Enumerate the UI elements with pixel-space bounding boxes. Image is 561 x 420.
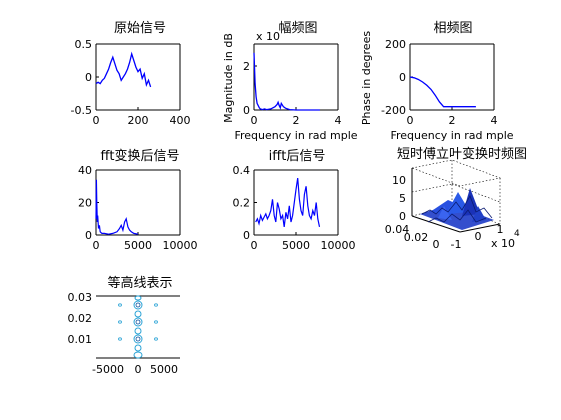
- y-tick-label: 0: [243, 229, 250, 242]
- ticks: [410, 76, 453, 110]
- z-tick-label: 0: [399, 210, 406, 223]
- y-tick-label: 0: [399, 71, 406, 84]
- y-tick-label: 0: [433, 238, 440, 251]
- x-tick-label: 2: [293, 114, 300, 127]
- chart-title: 短时傅立叶变换时频图: [397, 146, 527, 162]
- surface-mesh: [420, 188, 494, 230]
- ticks: [96, 43, 139, 110]
- y-tick-label: 0.4: [233, 164, 251, 177]
- chart-title: 幅频图: [278, 21, 317, 36]
- chart-title: 相频图: [433, 21, 472, 36]
- chart-title: 原始信号: [114, 21, 166, 36]
- subplot-phase: 相频图 Phase in degrees 200 0 -200 0 2 4 Fr…: [360, 21, 514, 142]
- exponent-power: 4: [514, 229, 520, 239]
- axes-frame: [409, 43, 495, 111]
- y-axis-label: Phase in degrees: [360, 31, 373, 125]
- x-tick-label: 1: [497, 223, 504, 236]
- y-tick-label: 0.01: [68, 333, 93, 346]
- y-axis-label: Magnitude in dB: [222, 33, 235, 123]
- x-tick-label: 0: [475, 230, 482, 243]
- y-tick-label: 20: [78, 197, 92, 210]
- y-tick-label: 0.02: [404, 231, 429, 244]
- y-tick-label: 200: [385, 38, 406, 51]
- x-tick-label: 5000: [150, 363, 178, 376]
- x-tick-label: 0: [135, 363, 142, 376]
- x-tick-label: 2: [449, 114, 456, 127]
- series-line-phase: [409, 76, 476, 108]
- y-tick-label: 0: [85, 229, 92, 242]
- ticks: [254, 202, 297, 235]
- subplot-contour: 等高线表示 0.03 0.02 0.01 -5000: [68, 275, 180, 376]
- axes-frame: [253, 169, 339, 236]
- x-tick-label: -5000: [92, 363, 124, 376]
- x-tick-label: -1: [451, 238, 462, 251]
- x-tick-label: 5000: [124, 239, 152, 252]
- ticks: [254, 65, 297, 110]
- axes-frame: [95, 43, 181, 111]
- chart-title: ifft后信号: [269, 149, 326, 164]
- x-tick-label: 0: [251, 114, 258, 127]
- x-tick-label: 0: [407, 114, 414, 127]
- series-line-original: [95, 51, 152, 88]
- y-tick-label: 2: [243, 60, 250, 73]
- x-tick-label: 10000: [163, 239, 198, 252]
- subplot-ifft-signal: ifft后信号 0.4 0.2 0 0 5000 10000: [233, 149, 356, 252]
- contour-lines: [118, 295, 158, 359]
- y-tick-label: 40: [78, 164, 92, 177]
- y-tick-label: 0.02: [68, 312, 93, 325]
- y-tick-label: 0.5: [75, 38, 93, 51]
- y-tick-label: 0.04: [385, 223, 410, 236]
- subplot-fft-signal: fft变换后信号 40 20 0 0 5000 10000: [78, 148, 198, 252]
- z-tick-label: 5: [399, 192, 406, 205]
- y-tick-label: 0: [243, 104, 250, 117]
- x-axis-label: Frequency in rad mple: [390, 129, 513, 142]
- subplot-original-signal: 原始信号 0.5 0 -0.5 0 200 400: [71, 21, 191, 127]
- ticks: [96, 202, 139, 235]
- axes-frame: [95, 169, 181, 236]
- exponent-label: x 10: [256, 30, 280, 43]
- chart-title: fft变换后信号: [100, 148, 179, 164]
- y-tick-label: -200: [381, 104, 406, 117]
- x-tick-label: 0: [93, 239, 100, 252]
- x-tick-label: 0: [93, 114, 100, 127]
- series-line-fft: [95, 179, 139, 235]
- x-tick-label: 4: [491, 114, 498, 127]
- series-line-ifft: [255, 178, 321, 228]
- axes-frame: [96, 295, 180, 359]
- x-tick-label: 0: [251, 239, 258, 252]
- x-tick-label: 5000: [282, 239, 310, 252]
- subplot-magnitude: 幅频图 x 10 Magnitude in dB 2 0 0 2 4 Frequ…: [222, 21, 358, 142]
- y-tick-label: 0: [85, 71, 92, 84]
- exponent-label: x 10: [491, 237, 515, 250]
- y-tick-label: 0.2: [233, 197, 251, 210]
- axes-frame: [253, 43, 339, 111]
- x-tick-label: 4: [335, 114, 342, 127]
- x-tick-label: 10000: [321, 239, 356, 252]
- x-axis-label: Frequency in rad mple: [234, 129, 357, 142]
- series-line-magnitude: [253, 52, 320, 111]
- subplot-stft-surface: 短时傅立叶变换时频图 10 5 0 0.04 0.02: [385, 146, 527, 251]
- y-tick-label: -0.5: [71, 104, 92, 117]
- chart-title: 等高线表示: [107, 275, 172, 291]
- y-tick-label: 0.03: [68, 291, 93, 304]
- x-tick-label: 200: [128, 114, 149, 127]
- z-tick-label: 10: [392, 174, 406, 187]
- x-tick-label: 400: [170, 114, 191, 127]
